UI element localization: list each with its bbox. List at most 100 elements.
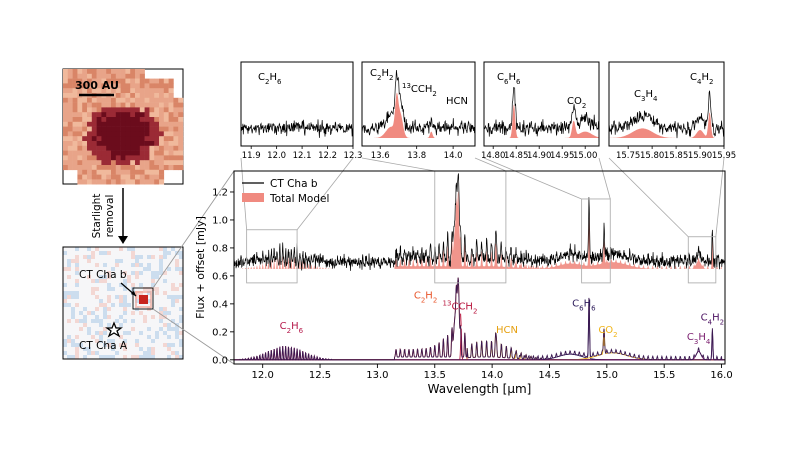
image-pixel: [63, 295, 67, 299]
image-pixel: [91, 141, 97, 147]
image-pixel: [82, 107, 88, 113]
image-pixel: [168, 155, 174, 161]
zoom-region-box: [687, 236, 717, 284]
image-pixel: [63, 141, 69, 147]
companion-source: [139, 295, 148, 304]
image-pixel: [96, 121, 102, 127]
image-pixel: [131, 271, 135, 275]
image-pixel: [119, 283, 123, 287]
image-pixel: [99, 275, 103, 279]
model-c6h6-curve: [234, 301, 725, 361]
image-pixel: [107, 323, 111, 327]
image-pixel: [119, 335, 123, 339]
image-pixel: [125, 150, 131, 156]
image-pixel: [101, 145, 107, 151]
inset-connector-line: [483, 157, 582, 200]
image-pixel: [127, 247, 131, 251]
image-pixel: [91, 335, 95, 339]
image-pixel: [125, 155, 131, 161]
image-pixel: [103, 251, 107, 255]
image-pixel: [179, 355, 183, 359]
image-pixel: [130, 160, 136, 166]
image-pixel: [115, 102, 121, 108]
image-pixel: [163, 155, 169, 161]
image-pixel: [130, 78, 136, 84]
inset-x-tick-label: 15.90: [688, 151, 712, 161]
image-pixel: [173, 121, 179, 127]
image-pixel: [77, 102, 83, 108]
image-pixel: [82, 160, 88, 166]
image-pixel: [91, 174, 97, 180]
image-pixel: [130, 126, 136, 132]
image-pixel: [91, 311, 95, 315]
image-pixel: [87, 331, 91, 335]
image-pixel: [87, 107, 93, 113]
inset-model-fill: [609, 112, 724, 138]
image-pixel: [96, 73, 102, 79]
image-pixel: [163, 150, 169, 156]
image-pixel: [139, 131, 145, 137]
image-pixel: [77, 126, 83, 132]
image-pixel: [96, 160, 102, 166]
image-pixel: [63, 343, 67, 347]
inset-x-tick-label: 14.95: [550, 151, 574, 161]
y-tick-label: 1.2: [212, 187, 228, 198]
image-pixel: [82, 69, 88, 75]
image-after-panel: CT Cha b CT Cha A: [62, 246, 184, 360]
image-pixel: [77, 160, 83, 166]
image-pixel: [101, 73, 107, 79]
image-pixel: [125, 73, 131, 79]
image-pixel: [63, 339, 67, 343]
image-before-panel: 300 AU: [62, 68, 184, 185]
image-pixel: [135, 102, 141, 108]
image-pixel: [82, 145, 88, 151]
image-pixel: [159, 102, 165, 108]
image-pixel: [125, 131, 131, 137]
image-pixel: [130, 165, 136, 171]
image-pixel: [179, 267, 183, 271]
image-pixel: [91, 78, 97, 84]
image-pixel: [75, 247, 79, 251]
image-pixel: [63, 299, 67, 303]
y-tick-label: 1.0: [212, 215, 228, 226]
image-pixel: [168, 97, 174, 103]
model-hcn-curve: [234, 332, 725, 361]
image-pixel: [159, 179, 165, 185]
image-pixel: [99, 303, 103, 307]
image-pixel: [79, 319, 83, 323]
image-pixel: [91, 131, 97, 137]
annotation-c6h6: C6H6: [572, 299, 596, 313]
image-pixel: [167, 327, 171, 331]
image-pixel: [115, 117, 121, 123]
x-axis-label: Wavelength [μm]: [428, 382, 532, 396]
image-pixel: [135, 355, 139, 359]
image-pixel: [175, 259, 179, 263]
image-pixel: [167, 295, 171, 299]
image-pixel: [96, 78, 102, 84]
image-pixel: [91, 155, 97, 161]
image-pixel: [101, 112, 107, 118]
image-pixel: [168, 88, 174, 94]
image-pixel: [135, 271, 139, 275]
image-pixel: [168, 150, 174, 156]
image-pixel: [155, 275, 159, 279]
image-pixel: [103, 331, 107, 335]
image-pixel: [173, 155, 179, 161]
image-pixel: [159, 117, 165, 123]
image-pixel: [87, 255, 91, 259]
image-pixel: [99, 251, 103, 255]
image-pixel: [77, 150, 83, 156]
annotation-c2h2: C2H2: [414, 290, 437, 304]
image-pixel: [111, 69, 117, 75]
image-pixel: [96, 97, 102, 103]
image-pixel: [106, 131, 112, 137]
inset-frame: [361, 61, 476, 147]
image-pixel: [77, 112, 83, 118]
image-pixel: [144, 117, 150, 123]
image-pixel: [111, 339, 115, 343]
image-pixel: [103, 279, 107, 283]
inset-c2h6: 11.9 12.0 12.1 12.2 12.3 C2H6: [240, 61, 362, 161]
image-pixel: [147, 299, 151, 303]
image-pixel: [154, 126, 160, 132]
image-pixel: [178, 136, 184, 142]
